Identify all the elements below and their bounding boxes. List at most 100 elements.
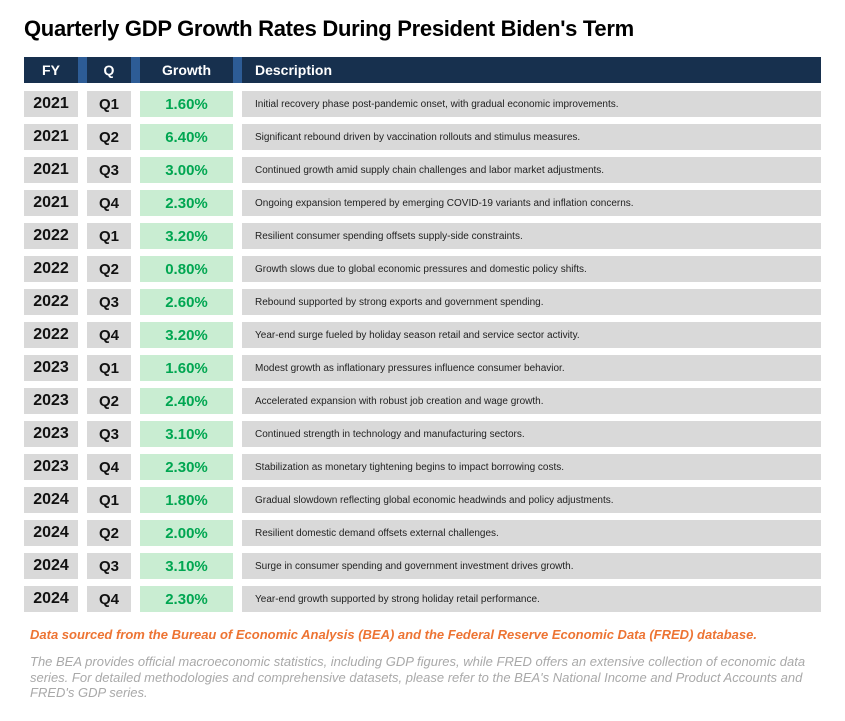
header-cell-quarter: Q <box>87 57 131 83</box>
fy-cell: 2023 <box>24 454 78 480</box>
column-gap <box>233 322 242 348</box>
table-row: 2022 Q4 3.20% Year-end surge fueled by h… <box>24 322 821 348</box>
gdp-table: FY Q Growth Description 2021 Q1 1.60% In… <box>24 57 821 612</box>
quarter-cell: Q3 <box>87 157 131 183</box>
table-body: 2021 Q1 1.60% Initial recovery phase pos… <box>24 91 821 612</box>
column-gap <box>131 124 140 150</box>
growth-cell: 3.10% <box>140 553 233 579</box>
description-cell: Initial recovery phase post-pandemic ons… <box>242 91 821 117</box>
fy-cell: 2022 <box>24 289 78 315</box>
description-cell: Resilient domestic demand offsets extern… <box>242 520 821 546</box>
column-gap <box>131 91 140 117</box>
growth-cell: 3.10% <box>140 421 233 447</box>
table-row: 2023 Q1 1.60% Modest growth as inflation… <box>24 355 821 381</box>
description-cell: Ongoing expansion tempered by emerging C… <box>242 190 821 216</box>
column-gap <box>233 487 242 513</box>
table-row: 2022 Q1 3.20% Resilient consumer spendin… <box>24 223 821 249</box>
table-row: 2023 Q4 2.30% Stabilization as monetary … <box>24 454 821 480</box>
column-gap <box>233 388 242 414</box>
table-row: 2024 Q4 2.30% Year-end growth supported … <box>24 586 821 612</box>
description-cell: Rebound supported by strong exports and … <box>242 289 821 315</box>
methodology-note: The BEA provides official macroeconomic … <box>30 654 806 700</box>
quarter-cell: Q1 <box>87 487 131 513</box>
column-gap <box>233 289 242 315</box>
fy-cell: 2021 <box>24 124 78 150</box>
quarter-cell: Q2 <box>87 256 131 282</box>
description-cell: Modest growth as inflationary pressures … <box>242 355 821 381</box>
header-divider <box>78 57 87 83</box>
column-gap <box>131 190 140 216</box>
quarter-cell: Q4 <box>87 322 131 348</box>
column-gap <box>233 421 242 447</box>
column-gap <box>131 520 140 546</box>
column-gap <box>78 421 87 447</box>
description-cell: Gradual slowdown reflecting global econo… <box>242 487 821 513</box>
growth-cell: 2.40% <box>140 388 233 414</box>
fy-cell: 2023 <box>24 388 78 414</box>
column-gap <box>78 487 87 513</box>
description-cell: Continued growth amid supply chain chall… <box>242 157 821 183</box>
column-gap <box>233 586 242 612</box>
table-row: 2024 Q1 1.80% Gradual slowdown reflectin… <box>24 487 821 513</box>
header-cell-description: Description <box>242 57 821 83</box>
table-row: 2023 Q3 3.10% Continued strength in tech… <box>24 421 821 447</box>
table-row: 2022 Q2 0.80% Growth slows due to global… <box>24 256 821 282</box>
growth-cell: 2.00% <box>140 520 233 546</box>
column-gap <box>78 223 87 249</box>
column-gap <box>78 355 87 381</box>
description-cell: Significant rebound driven by vaccinatio… <box>242 124 821 150</box>
column-gap <box>78 322 87 348</box>
column-gap <box>78 553 87 579</box>
column-gap <box>78 190 87 216</box>
growth-cell: 3.00% <box>140 157 233 183</box>
column-gap <box>78 586 87 612</box>
fy-cell: 2022 <box>24 256 78 282</box>
page-title: Quarterly GDP Growth Rates During Presid… <box>24 16 634 41</box>
growth-cell: 0.80% <box>140 256 233 282</box>
growth-cell: 1.60% <box>140 355 233 381</box>
column-gap <box>78 454 87 480</box>
growth-cell: 2.60% <box>140 289 233 315</box>
column-gap <box>233 91 242 117</box>
growth-cell: 1.60% <box>140 91 233 117</box>
description-cell: Year-end surge fueled by holiday season … <box>242 322 821 348</box>
column-gap <box>131 355 140 381</box>
growth-cell: 1.80% <box>140 487 233 513</box>
description-cell: Accelerated expansion with robust job cr… <box>242 388 821 414</box>
fy-cell: 2022 <box>24 223 78 249</box>
quarter-cell: Q1 <box>87 91 131 117</box>
column-gap <box>233 223 242 249</box>
column-gap <box>131 454 140 480</box>
growth-cell: 3.20% <box>140 223 233 249</box>
table-row: 2024 Q3 3.10% Surge in consumer spending… <box>24 553 821 579</box>
header-divider <box>233 57 242 83</box>
column-gap <box>78 124 87 150</box>
column-gap <box>233 256 242 282</box>
column-gap <box>233 124 242 150</box>
fy-cell: 2023 <box>24 421 78 447</box>
column-gap <box>233 553 242 579</box>
column-gap <box>233 157 242 183</box>
column-gap <box>78 520 87 546</box>
quarter-cell: Q2 <box>87 388 131 414</box>
column-gap <box>131 223 140 249</box>
quarter-cell: Q1 <box>87 355 131 381</box>
fy-cell: 2024 <box>24 520 78 546</box>
column-gap <box>131 289 140 315</box>
table-row: 2021 Q2 6.40% Significant rebound driven… <box>24 124 821 150</box>
fy-cell: 2024 <box>24 586 78 612</box>
column-gap <box>233 355 242 381</box>
quarter-cell: Q4 <box>87 454 131 480</box>
table-row: 2024 Q2 2.00% Resilient domestic demand … <box>24 520 821 546</box>
fy-cell: 2021 <box>24 157 78 183</box>
column-gap <box>131 256 140 282</box>
description-cell: Year-end growth supported by strong holi… <box>242 586 821 612</box>
column-gap <box>131 553 140 579</box>
quarter-cell: Q3 <box>87 289 131 315</box>
header-cell-fy: FY <box>24 57 78 83</box>
growth-cell: 2.30% <box>140 454 233 480</box>
quarter-cell: Q2 <box>87 520 131 546</box>
quarter-cell: Q3 <box>87 553 131 579</box>
column-gap <box>233 190 242 216</box>
